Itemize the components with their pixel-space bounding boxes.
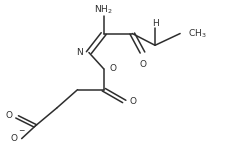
Text: O: O	[5, 111, 12, 120]
Text: H: H	[151, 19, 158, 28]
Text: CH$_3$: CH$_3$	[187, 27, 205, 40]
Text: NH$_2$: NH$_2$	[94, 4, 113, 16]
Text: O: O	[10, 134, 17, 143]
Text: O: O	[139, 60, 146, 69]
Text: O: O	[109, 64, 116, 73]
Text: O: O	[129, 97, 136, 106]
Text: −: −	[18, 126, 24, 135]
Text: N: N	[75, 48, 82, 57]
